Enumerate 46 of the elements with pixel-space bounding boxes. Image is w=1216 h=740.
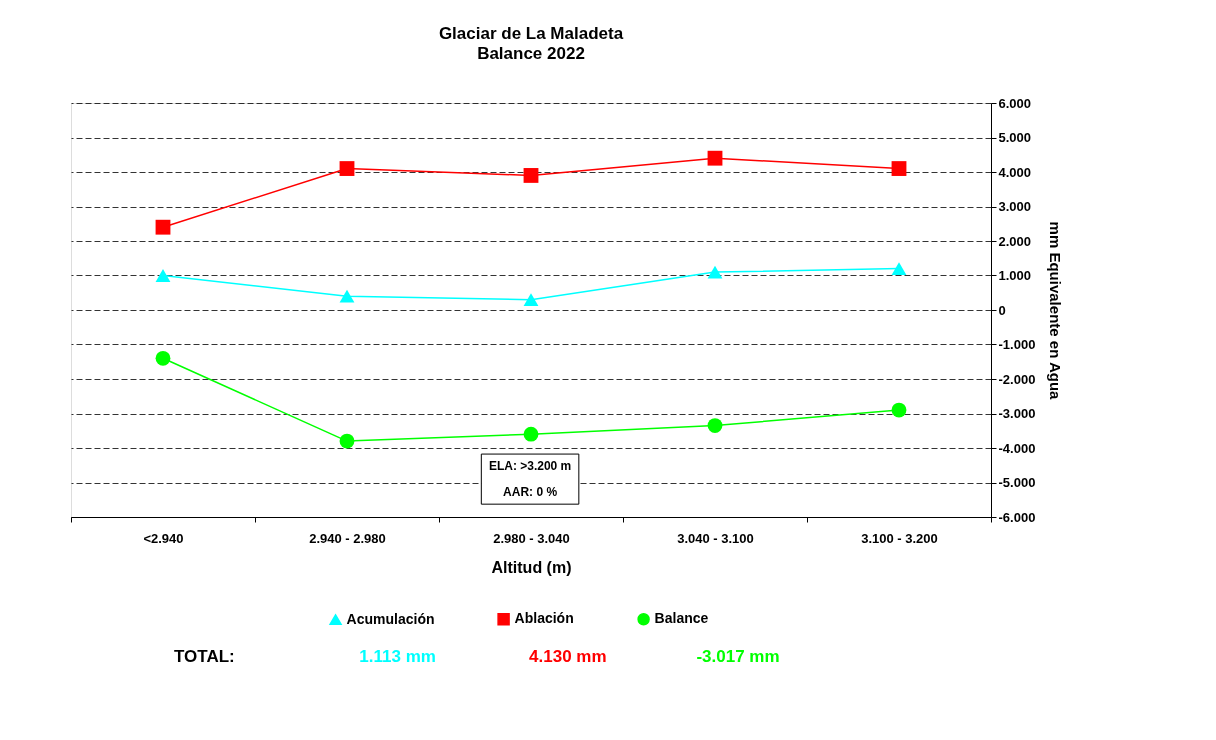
y-tick-label: 2.000 xyxy=(998,233,1032,249)
x-tick-label: 2.940 - 2.980 xyxy=(309,530,386,546)
y-tick-label: -5.000 xyxy=(998,475,1036,490)
point xyxy=(707,265,723,279)
text: TOTAL: xyxy=(174,647,235,666)
point xyxy=(155,219,171,235)
annotation: AAR: 0 % xyxy=(503,484,558,499)
x-tick-label: 3.040 - 3.100 xyxy=(677,530,754,546)
point xyxy=(155,350,171,366)
text: -3.017 mm xyxy=(696,647,780,666)
y-tick-label: -4.000 xyxy=(998,440,1036,456)
text: 1.113 mm xyxy=(359,647,436,666)
annotation: ELA: >3.200 m xyxy=(488,459,572,474)
y-tick-label: 0 xyxy=(998,302,1006,318)
y-tick-label: -6.000 xyxy=(998,509,1036,525)
y-tick-label: -1.000 xyxy=(998,337,1036,352)
x-tick-label: 2.980 - 3.040 xyxy=(493,530,570,546)
chart-title: Glaciar de La Maladeta xyxy=(438,24,624,43)
point xyxy=(891,161,907,176)
point xyxy=(523,168,539,183)
y-tick-label: 6.000 xyxy=(998,95,1032,111)
x-tick-label: <2.940 xyxy=(143,530,184,546)
y-tick-label: -3.000 xyxy=(998,406,1036,421)
y-axis-title: mm Equivalente en Agua xyxy=(1047,221,1065,401)
point xyxy=(891,402,907,418)
legend-label: Ablación xyxy=(514,610,574,627)
legend-label: Balance xyxy=(654,610,709,627)
point xyxy=(339,161,355,176)
y-tick-label: 1.000 xyxy=(998,268,1032,283)
y-tick-label: 3.000 xyxy=(998,199,1032,214)
x-tick-label: 3.100 - 3.200 xyxy=(861,530,938,546)
point xyxy=(707,150,723,166)
legend-label: Acumulación xyxy=(346,610,435,627)
x-axis-title: Altitud (m) xyxy=(491,558,572,576)
chart-subtitle: Balance 2022 xyxy=(477,44,585,63)
y-tick-label: -2.000 xyxy=(998,371,1036,387)
point xyxy=(339,433,355,449)
point xyxy=(523,426,539,442)
y-tick-label: 5.000 xyxy=(998,130,1032,145)
point xyxy=(155,269,171,282)
point xyxy=(891,262,907,276)
point xyxy=(339,289,355,303)
text: 4.130 mm xyxy=(529,647,607,666)
point xyxy=(523,293,539,307)
y-tick-label: 4.000 xyxy=(998,164,1032,180)
point xyxy=(707,418,723,433)
